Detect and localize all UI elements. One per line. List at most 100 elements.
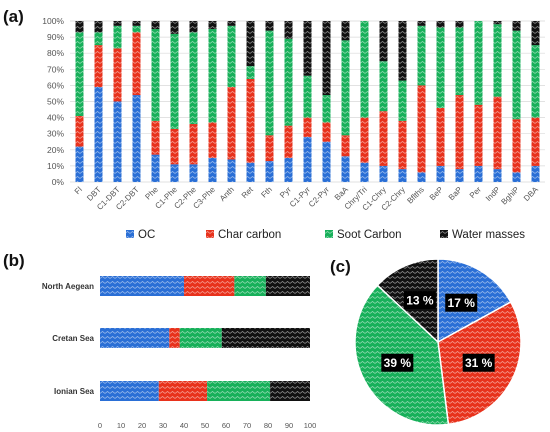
a-bar-hatch <box>360 21 369 118</box>
a-bar-hatch <box>417 21 426 26</box>
a-bar-hatch <box>417 85 426 173</box>
a-bar-hatch <box>151 21 160 30</box>
panel-label-a: (a) <box>3 7 24 26</box>
legend-label-water-masses: Water masses <box>452 229 525 241</box>
a-bar-hatch <box>341 40 350 136</box>
a-bar-hatch <box>455 21 464 28</box>
a-bar-hatch <box>398 80 407 121</box>
a-bar-hatch <box>151 154 160 182</box>
a-xtick-label: C2-Pyr <box>307 185 331 209</box>
a-xtick-label: Per <box>468 185 483 200</box>
c-slice-label: 17 % <box>448 296 476 310</box>
a-bar-hatch <box>246 21 255 67</box>
a-bar-hatch <box>170 21 179 34</box>
a-bar-hatch <box>113 25 122 49</box>
b-category-label: North Aegean <box>42 282 94 291</box>
b-bar-hatch <box>100 328 170 348</box>
a-ytick-label: 50% <box>47 97 64 107</box>
a-bar-hatch <box>75 21 84 33</box>
a-bar-hatch <box>208 21 217 30</box>
b-xtick-label: 20 <box>138 421 146 430</box>
a-bar-hatch <box>170 128 179 165</box>
a-bar-hatch <box>512 21 521 31</box>
a-xtick-label: BeP <box>428 185 445 202</box>
c-slice-label: 39 % <box>384 356 412 370</box>
a-xtick-label: DBA <box>522 185 540 203</box>
a-bar-hatch <box>189 124 198 165</box>
a-ytick-label: 90% <box>47 32 64 42</box>
b-bar-hatch <box>207 381 271 401</box>
a-bar-hatch <box>265 30 274 136</box>
a-bar-hatch <box>75 146 84 182</box>
a-bar-hatch <box>341 21 350 41</box>
a-bar-hatch <box>170 164 179 182</box>
a-bar-hatch <box>189 164 198 182</box>
a-bar-hatch <box>265 135 274 162</box>
a-bar-hatch <box>531 165 540 182</box>
a-bar-hatch <box>512 30 521 120</box>
a-bar-hatch <box>493 96 502 170</box>
a-bar-hatch <box>398 169 407 182</box>
a-ytick-label: 100% <box>42 16 64 26</box>
a-bar-hatch <box>455 169 464 182</box>
a-bar-hatch <box>303 21 312 76</box>
b-bar-hatch <box>265 276 310 296</box>
a-bar-hatch <box>455 95 464 170</box>
a-ytick-label: 70% <box>47 64 64 74</box>
chart-b-horizontal-bar: North Aegean Cretan Sea Ionian Sea 0 10 20 30 4… <box>42 276 316 430</box>
a-bar-hatch <box>303 117 312 137</box>
b-xtick-label: 30 <box>159 421 167 430</box>
b-bar-hatch <box>184 276 235 296</box>
a-bar-hatch <box>189 32 198 125</box>
legend-swatch-hatch <box>325 230 333 238</box>
legend-label-oc: OC <box>138 229 155 241</box>
a-bar-hatch <box>132 25 141 33</box>
a-bar-hatch <box>379 21 388 62</box>
panel-label-b: (b) <box>3 251 25 270</box>
a-ytick-label: 0% <box>52 177 65 187</box>
legend-label-soot-carbon: Soot Carbon <box>337 229 402 241</box>
a-bar-hatch <box>436 27 445 108</box>
a-bar-hatch <box>398 21 407 81</box>
a-bar-hatch <box>265 21 274 31</box>
a-bar-hatch <box>512 119 521 173</box>
a-bar-hatch <box>360 117 369 163</box>
a-bar-hatch <box>493 21 502 25</box>
a-xtick-label: Anth <box>218 185 236 203</box>
a-bar-hatch <box>379 61 388 112</box>
a-bar-hatch <box>227 159 236 182</box>
a-bar-hatch <box>132 32 141 96</box>
a-bar-hatch <box>322 122 331 142</box>
a-bar-hatch <box>75 32 84 116</box>
a-bar-hatch <box>151 29 160 121</box>
b-category-label: Ionian Sea <box>54 387 95 396</box>
a-bar-hatch <box>113 101 122 182</box>
b-xtick-label: 10 <box>117 421 125 430</box>
a-bar-hatch <box>113 21 122 26</box>
a-bar-hatch <box>284 125 293 158</box>
a-bar-hatch <box>417 172 426 182</box>
c-label-box <box>381 353 414 372</box>
a-bar-hatch <box>436 165 445 182</box>
chart-legend: OC Char carbon Soot Carbon Water masses <box>126 229 525 241</box>
c-slice-label: 31 % <box>465 356 493 370</box>
a-bar-hatch <box>227 87 236 160</box>
a-bar-hatch <box>208 29 217 123</box>
a-bar-hatch <box>265 161 274 182</box>
a-bar-hatch <box>436 107 445 166</box>
legend-swatch-hatch <box>206 230 214 238</box>
a-bar-hatch <box>531 117 540 166</box>
a-xtick-label: C3-Phe <box>191 185 217 211</box>
b-xtick-label: 50 <box>201 421 209 430</box>
a-xtick-label: Ret <box>240 185 256 201</box>
a-bar-hatch <box>322 95 331 123</box>
a-xtick-label: Bflths <box>405 185 426 206</box>
b-bar-hatch <box>100 381 159 401</box>
b-bar-hatch <box>270 381 310 401</box>
a-bar-hatch <box>75 115 84 147</box>
legend-swatch-hatch <box>440 230 448 238</box>
b-xtick-label: 100 <box>304 421 317 430</box>
a-bar-hatch <box>322 21 331 96</box>
a-bar-hatch <box>493 24 502 97</box>
b-xtick-label: 40 <box>180 421 188 430</box>
